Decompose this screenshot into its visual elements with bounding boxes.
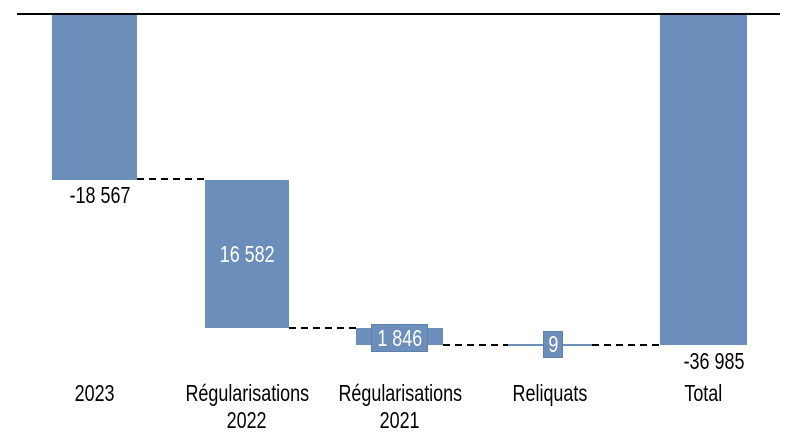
- data-label-2023-text: -18 567: [69, 182, 131, 208]
- data-label-total: -36 985: [650, 348, 778, 375]
- connector-line-2: [289, 327, 356, 329]
- category-label-reliquats: Reliquats: [465, 380, 635, 407]
- data-label-total-text: -36 985: [683, 348, 745, 374]
- category-label-regularisations-2022: Régularisations 2022: [162, 380, 332, 434]
- category-label-total: Total: [618, 380, 788, 407]
- data-label-reliquats: 9: [548, 331, 558, 357]
- connector-line-4: [592, 344, 660, 346]
- data-label-box-regularisations-2021: 1 846: [371, 324, 428, 352]
- connector-line-3: [443, 344, 508, 346]
- category-label-regularisations-2021-line1: Régularisations: [338, 380, 462, 406]
- bar-2023[interactable]: [52, 15, 137, 180]
- bar-regularisations-2022[interactable]: 16 582: [205, 180, 289, 328]
- category-label-regularisations-2022-line1: Régularisations: [185, 380, 309, 406]
- connector-line-1: [137, 178, 205, 180]
- category-label-2023: 2023: [10, 380, 180, 407]
- category-label-regularisations-2021: Régularisations 2021: [315, 380, 485, 434]
- data-label-regularisations-2021: 1 846: [377, 324, 422, 351]
- category-label-regularisations-2022-line2: 2022: [227, 407, 267, 433]
- category-label-regularisations-2021-line2: 2021: [380, 407, 420, 433]
- bar-total[interactable]: [660, 15, 747, 345]
- data-label-box-reliquats: 9: [543, 331, 563, 358]
- category-label-2023-text: 2023: [75, 380, 115, 406]
- zero-baseline-axis: [17, 13, 780, 15]
- category-label-total-text: Total: [684, 380, 722, 406]
- data-label-regularisations-2022: 16 582: [219, 240, 275, 267]
- data-label-2023: -18 567: [35, 182, 165, 209]
- category-label-reliquats-text: Reliquats: [512, 380, 588, 406]
